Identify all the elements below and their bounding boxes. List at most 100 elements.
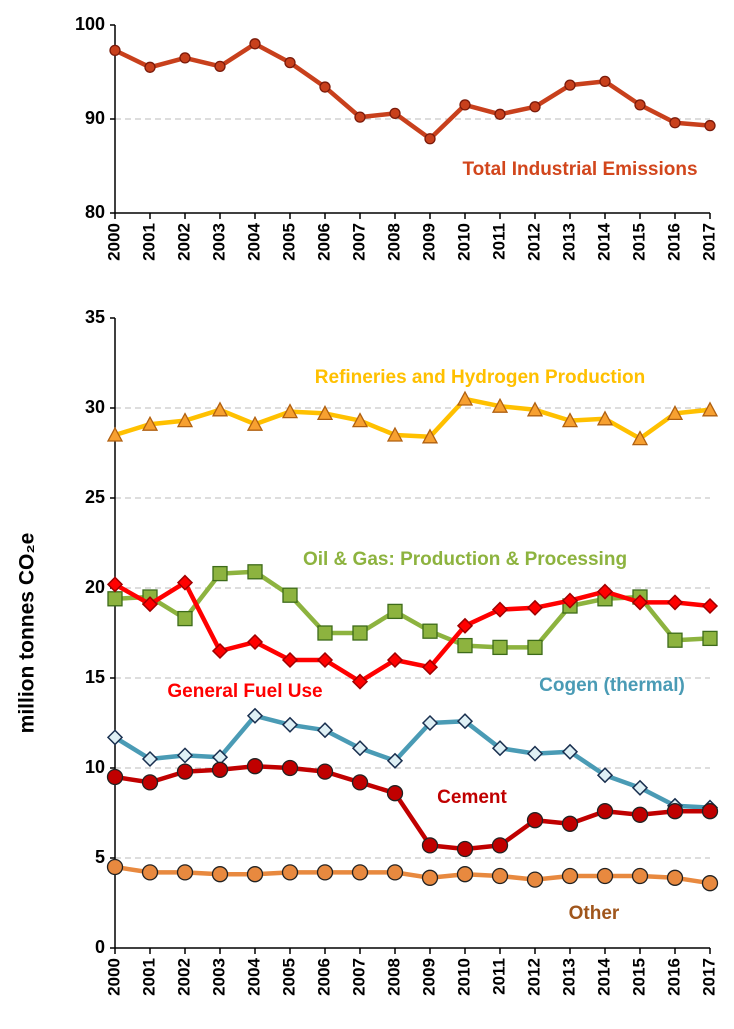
series-label: Oil & Gas: Production & Processing — [303, 549, 627, 570]
marker — [596, 803, 614, 820]
marker — [106, 426, 124, 442]
marker — [666, 803, 684, 820]
marker — [561, 743, 579, 760]
marker — [526, 745, 544, 762]
marker — [351, 774, 369, 791]
x-tick-label: 2003 — [209, 958, 228, 996]
x-tick-label: 2008 — [384, 958, 403, 996]
marker — [561, 815, 579, 832]
x-tick-label: 2006 — [314, 958, 333, 996]
marker — [141, 415, 159, 431]
marker — [176, 763, 194, 780]
marker — [354, 111, 366, 123]
marker — [177, 610, 193, 627]
marker — [529, 101, 541, 113]
marker — [526, 599, 544, 616]
marker — [561, 867, 579, 885]
series-label: Cogen (thermal) — [539, 675, 685, 696]
marker — [106, 576, 124, 593]
marker — [386, 426, 404, 442]
marker — [386, 651, 404, 669]
marker — [316, 763, 334, 780]
x-tick-label: 2001 — [139, 223, 158, 261]
marker — [422, 623, 438, 639]
x-tick-label: 2007 — [349, 223, 368, 261]
marker — [631, 430, 649, 446]
x-tick-label: 2017 — [699, 223, 718, 261]
marker — [386, 752, 404, 769]
series-line — [114, 41, 711, 141]
marker — [106, 858, 124, 876]
x-tick-label: 2015 — [629, 958, 648, 996]
marker — [144, 61, 156, 73]
marker — [599, 75, 611, 88]
x-tick-label: 2010 — [454, 223, 473, 261]
marker — [246, 707, 264, 724]
x-tick-label: 2005 — [279, 223, 298, 261]
x-tick-label: 2009 — [419, 223, 438, 261]
x-tick-label: 2011 — [489, 223, 508, 260]
series-label: Cement — [437, 787, 507, 808]
y-tick-label: 30 — [85, 397, 105, 417]
marker — [596, 583, 614, 600]
y-axis-label: million tonnes CO₂e — [16, 533, 39, 734]
x-tick-label: 2017 — [699, 958, 718, 996]
marker — [561, 412, 579, 428]
marker — [211, 761, 229, 778]
marker — [494, 108, 506, 120]
y-tick-label: 0 — [95, 937, 105, 957]
x-tick-label: 2011 — [489, 958, 508, 995]
y-tick-label: 35 — [85, 307, 105, 327]
marker — [526, 871, 544, 888]
marker — [564, 79, 576, 91]
x-tick-label: 2010 — [454, 958, 473, 996]
marker — [281, 864, 299, 881]
marker — [316, 651, 334, 669]
x-tick-label: 2012 — [524, 223, 543, 261]
marker — [491, 837, 509, 854]
marker — [701, 803, 719, 820]
marker — [701, 401, 719, 417]
x-tick-label: 2008 — [384, 223, 403, 261]
marker — [492, 639, 508, 656]
x-tick-label: 2014 — [594, 222, 613, 260]
marker — [351, 864, 369, 881]
marker — [211, 642, 229, 660]
marker — [701, 597, 719, 615]
series-label: General Fuel Use — [167, 681, 322, 702]
marker — [179, 52, 191, 64]
x-tick-label: 2002 — [174, 958, 193, 996]
x-tick-label: 2013 — [559, 958, 578, 996]
marker — [456, 840, 474, 858]
marker — [704, 119, 716, 132]
y-tick-label: 25 — [85, 487, 105, 507]
marker — [176, 747, 194, 764]
marker — [247, 564, 263, 580]
marker — [457, 637, 473, 654]
x-tick-label: 2007 — [349, 958, 368, 996]
marker — [317, 625, 333, 641]
x-tick-label: 2006 — [314, 223, 333, 261]
marker — [351, 673, 369, 690]
marker — [107, 591, 123, 607]
marker — [249, 38, 261, 50]
marker — [634, 99, 646, 111]
y-tick-label: 90 — [85, 108, 105, 128]
marker — [246, 758, 264, 775]
y-tick-label: 15 — [85, 667, 105, 687]
marker — [316, 864, 334, 881]
marker — [281, 759, 299, 777]
marker — [211, 401, 229, 417]
marker — [561, 592, 579, 609]
x-tick-label: 2014 — [594, 957, 613, 995]
x-tick-label: 2016 — [664, 223, 683, 261]
series-label: Refineries and Hydrogen Production — [315, 367, 645, 388]
marker — [666, 594, 684, 611]
marker — [421, 837, 439, 854]
marker — [282, 587, 298, 603]
marker — [421, 869, 439, 886]
marker — [424, 133, 436, 145]
marker — [491, 740, 509, 757]
marker — [491, 601, 509, 618]
marker — [631, 867, 649, 885]
